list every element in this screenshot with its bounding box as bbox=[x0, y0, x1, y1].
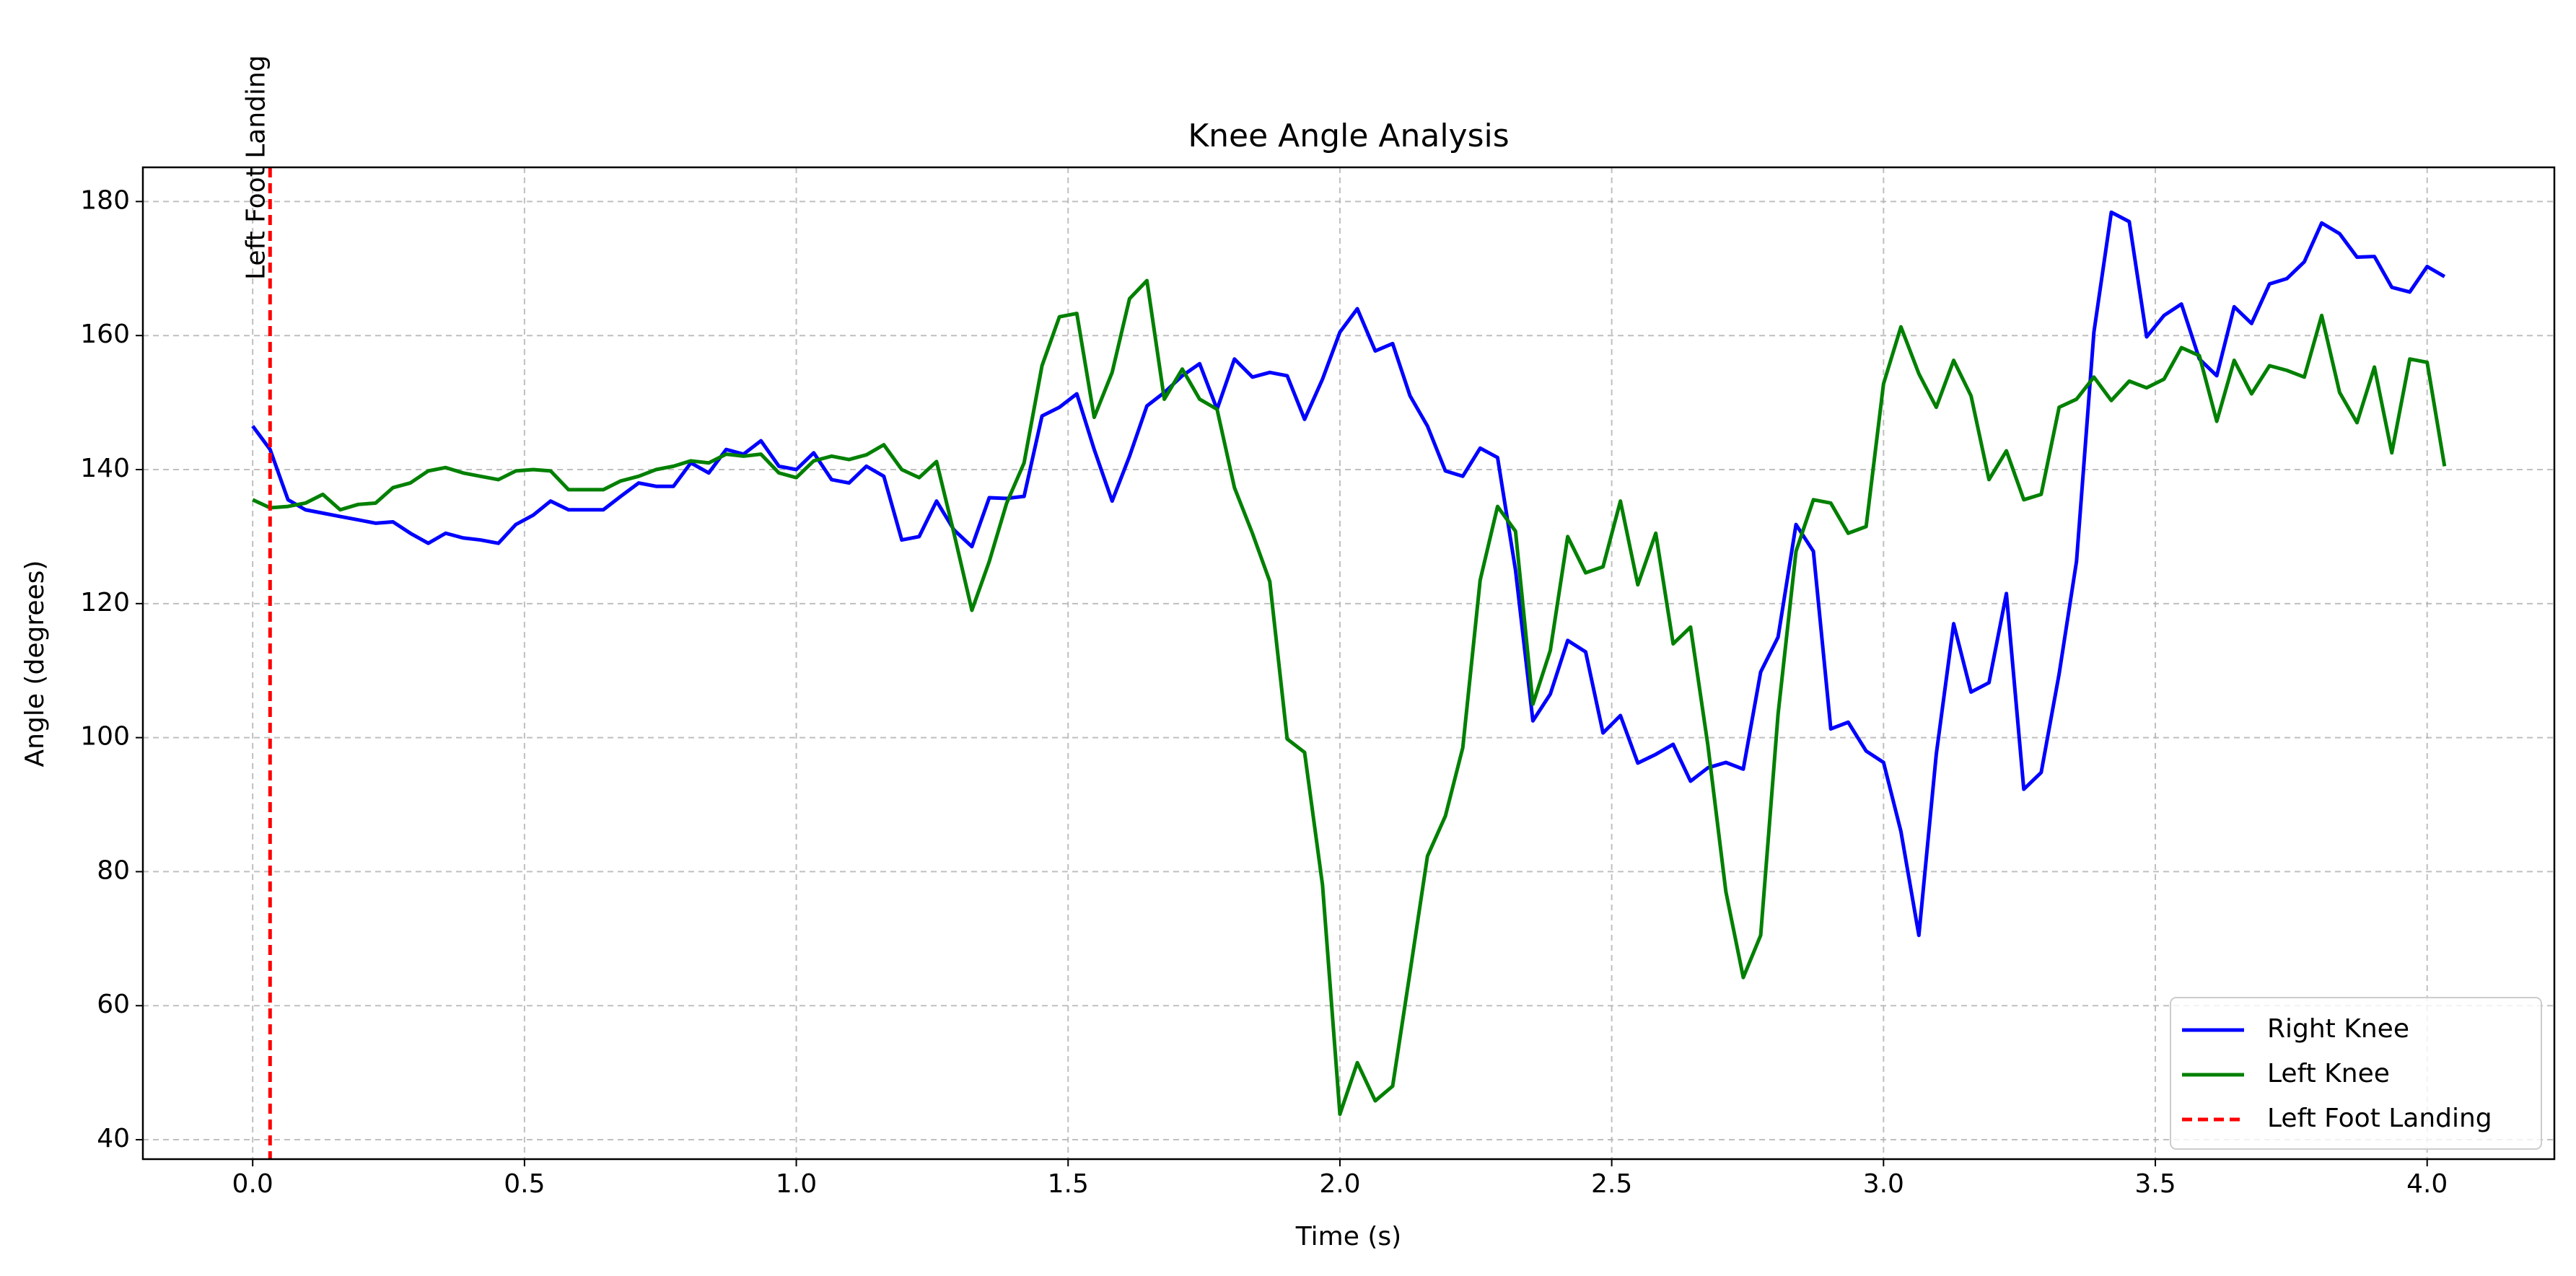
x-tick-label: 2.5 bbox=[1591, 1169, 1632, 1199]
x-tick-label: 0.0 bbox=[232, 1169, 273, 1199]
y-tick-label: 60 bbox=[97, 990, 130, 1019]
x-axis-label: Time (s) bbox=[1295, 1222, 1401, 1251]
legend-label: Right Knee bbox=[2267, 1014, 2409, 1044]
y-tick-label: 100 bbox=[80, 722, 130, 752]
x-tick-label: 1.5 bbox=[1048, 1169, 1089, 1199]
x-tick-label: 2.0 bbox=[1319, 1169, 1360, 1199]
legend-label: Left Knee bbox=[2267, 1059, 2390, 1088]
y-tick-label: 180 bbox=[80, 185, 130, 215]
chart-title: Knee Angle Analysis bbox=[1188, 118, 1509, 154]
x-tick-label: 3.5 bbox=[2134, 1169, 2176, 1199]
x-tick-label: 1.0 bbox=[776, 1169, 817, 1199]
y-tick-label: 40 bbox=[97, 1124, 130, 1153]
y-tick-label: 120 bbox=[80, 588, 130, 617]
x-tick-label: 3.0 bbox=[1863, 1169, 1904, 1199]
y-tick-label: 140 bbox=[80, 454, 130, 483]
legend-box bbox=[2170, 997, 2542, 1150]
legend-label: Left Foot Landing bbox=[2267, 1104, 2492, 1133]
x-tick-label: 4.0 bbox=[2406, 1169, 2448, 1199]
line-series bbox=[252, 278, 2447, 1117]
line-series bbox=[251, 210, 2446, 938]
y-axis-label: Angle (degrees) bbox=[20, 560, 50, 767]
plot-frame bbox=[141, 166, 2556, 1161]
y-tick-label: 160 bbox=[80, 320, 130, 349]
x-tick-label: 0.5 bbox=[504, 1169, 545, 1199]
y-tick-label: 80 bbox=[97, 855, 130, 885]
